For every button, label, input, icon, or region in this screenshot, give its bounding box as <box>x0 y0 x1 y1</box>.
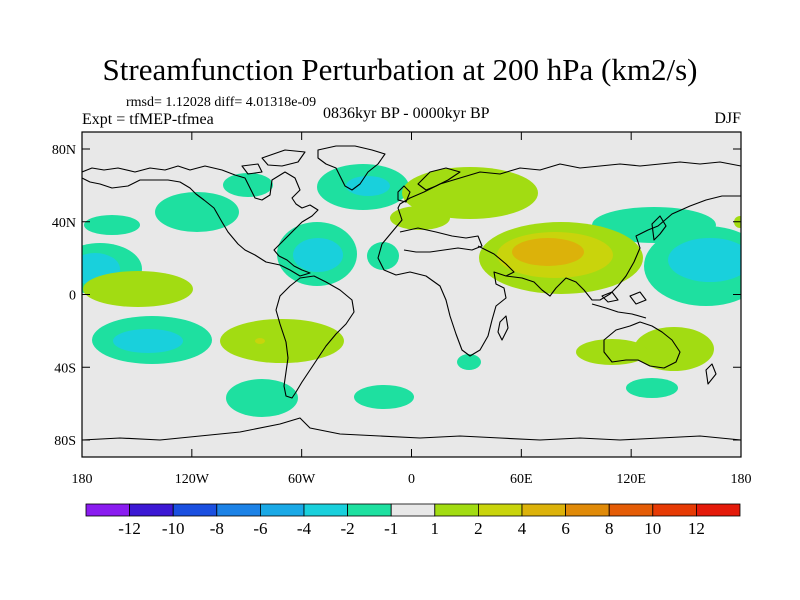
colorbar-label: 4 <box>518 519 527 538</box>
period-label: 0836kyr BP - 0000kyr BP <box>323 105 490 122</box>
colorbar-label: -12 <box>118 519 141 538</box>
coastline-arabia <box>477 245 515 277</box>
lat-tick-label: 0 <box>69 289 76 304</box>
colorbar-swatch <box>259 503 305 517</box>
lon-tick-label: 120W <box>175 472 210 487</box>
coastline-scandinavia <box>417 167 461 191</box>
colorbar-swatch <box>390 503 436 517</box>
colorbar-label: -4 <box>297 519 312 538</box>
coastline-north-america <box>82 165 319 277</box>
positive-anomalies <box>83 167 741 371</box>
colorbar <box>85 503 741 517</box>
colorbar-swatch <box>216 503 261 517</box>
coastline-australia <box>603 321 681 369</box>
colorbar-swatch <box>129 503 174 517</box>
experiment-label: Expt = tfMEP-tfmea <box>82 111 214 128</box>
colorbar-label: -10 <box>162 519 185 538</box>
stats-text: rmsd= 1.12028 diff= 4.01318e-09 <box>126 95 317 110</box>
colorbar-label: 10 <box>644 519 661 538</box>
lat-tick-label: 80N <box>52 143 76 158</box>
lon-tick-label: 60W <box>288 472 316 487</box>
coastline-indonesia <box>591 291 647 319</box>
map-title: Streamfunction Perturbation at 200 hPa (… <box>102 52 698 87</box>
colorbar-label: 1 <box>431 519 440 538</box>
axis-tick-labels: 80N 40N 0 40S 80S 180 120W 60W 0 60E 120E 180 <box>52 143 752 487</box>
coastline-eurasia-africa <box>377 161 741 357</box>
coastline-japan <box>651 215 667 241</box>
coastline-antarctica <box>82 417 741 441</box>
coastline-south-america <box>275 275 355 399</box>
colorbar-swatch <box>85 503 130 517</box>
colorbar-labels: -12 -10 -8 -6 -4 -2 -1 1 2 4 6 8 10 12 <box>118 519 705 538</box>
coastline-greenland <box>317 145 386 191</box>
colorbar-swatch <box>303 503 348 517</box>
season-label: DJF <box>714 110 741 127</box>
colorbar-label: -1 <box>384 519 398 538</box>
axis-ticks <box>81 132 742 457</box>
colorbar-swatch <box>347 503 392 517</box>
coastline-arctic-islands <box>241 149 306 175</box>
colorbar-swatch <box>434 503 479 517</box>
colorbar-swatch <box>565 503 610 517</box>
colorbar-label: 6 <box>561 519 570 538</box>
colorbar-swatch <box>521 503 566 517</box>
coastline-madagascar <box>497 315 509 341</box>
colorbar-label: -2 <box>341 519 355 538</box>
colorbar-label: -6 <box>253 519 267 538</box>
lon-tick-label: 120E <box>616 472 646 487</box>
colorbar-swatch <box>172 503 218 517</box>
colorbar-swatch <box>696 503 741 517</box>
colorbar-swatch <box>608 503 654 517</box>
colorbar-swatch <box>652 503 697 517</box>
lon-tick-label: 0 <box>408 472 415 487</box>
lon-tick-label: 180 <box>72 472 93 487</box>
coastline-uk <box>397 185 411 203</box>
lat-tick-label: 80S <box>54 434 76 449</box>
colorbar-label: 12 <box>688 519 705 538</box>
lon-tick-label: 60E <box>510 472 533 487</box>
coastlines <box>82 145 741 441</box>
colorbar-swatch <box>477 503 523 517</box>
colorbar-label: 8 <box>605 519 614 538</box>
lat-tick-label: 40S <box>54 361 76 376</box>
coastline-new-zealand <box>705 363 717 385</box>
lat-tick-label: 40N <box>52 216 76 231</box>
colorbar-label: 2 <box>474 519 483 538</box>
colorbar-label: -8 <box>210 519 224 538</box>
lon-tick-label: 180 <box>731 472 752 487</box>
coastline-mediterranean <box>399 227 483 253</box>
